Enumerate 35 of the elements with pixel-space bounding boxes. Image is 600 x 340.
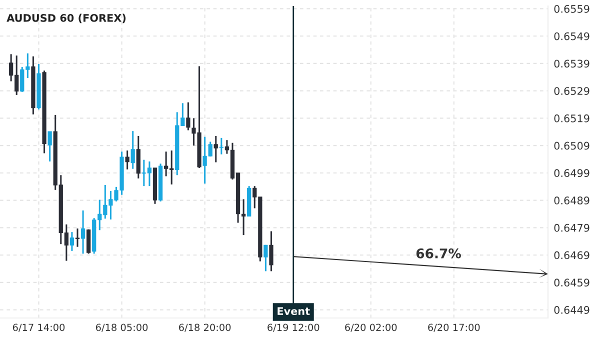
y-tick-label: 0.6509 [554, 142, 590, 150]
y-tick-label: 0.6559 [554, 4, 590, 13]
y-tick-label: 0.6519 [554, 114, 590, 122]
candlestick [80, 210, 86, 254]
text: AUDUSD 60 (FOREX) [6, 14, 126, 24]
candlestick [214, 135, 218, 164]
candlestick [130, 130, 135, 170]
candlestick [219, 137, 224, 156]
candlestick [264, 244, 268, 272]
ref-line-label: Event [278, 307, 310, 316]
candlestick [125, 150, 130, 170]
x-tick-label: 6/19 12:00 [268, 324, 320, 332]
candlestick [86, 228, 91, 254]
candlestick [75, 228, 80, 248]
x-tick-label: 6/20 17:00 [428, 324, 480, 332]
y-tick-label: 0.6539 [554, 60, 590, 68]
x-tick-label: 6/18 20:00 [179, 324, 231, 332]
candlestick [48, 130, 52, 162]
candlestick [136, 135, 140, 180]
y-tick-label: 0.6499 [554, 169, 590, 178]
y-tick-label: 0.6479 [554, 224, 590, 232]
y-tick-label: 0.6449 [554, 306, 590, 314]
x-tick-label: 6/18 05:00 [96, 324, 148, 332]
y-tick-label: 0.6459 [554, 278, 590, 287]
candlestick [269, 230, 274, 272]
x-tick-label: 6/20 02:00 [345, 324, 397, 332]
candlestick [186, 102, 190, 132]
x-tick-label: 6/17 14:00 [12, 324, 65, 332]
y-tick-label: 0.6469 [554, 251, 590, 260]
y-tick-label: 0.6489 [554, 196, 590, 204]
y-tick-label: 0.6529 [554, 87, 590, 95]
annotation: 66.7% [416, 248, 461, 258]
candlestick [241, 198, 246, 236]
candlestick [70, 231, 74, 252]
y-tick-label: 0.6549 [554, 32, 590, 40]
